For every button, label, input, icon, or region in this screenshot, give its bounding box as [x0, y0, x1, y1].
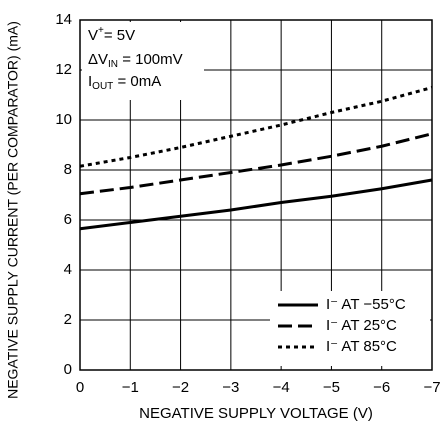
lines [79, 86, 433, 231]
y-tick-label: 10 [55, 111, 72, 128]
data-line [79, 178, 433, 231]
annotation: V+= 5V [88, 25, 135, 44]
data-line [79, 86, 433, 168]
x-axis-label: NEGATIVE SUPPLY VOLTAGE (V) [139, 405, 373, 422]
y-tick-label: 0 [64, 361, 72, 378]
x-tick-label: −3 [222, 379, 239, 396]
annotation: IOUT = 0mA [88, 73, 161, 92]
y-tick-label: 12 [55, 61, 72, 78]
x-tick-label: −5 [323, 379, 340, 396]
y-tick-label: 4 [64, 261, 72, 278]
x-tick-label: 0 [76, 379, 84, 396]
x-tick-label: −2 [172, 379, 189, 396]
annotation: ΔVIN = 100mV [88, 51, 183, 70]
legend-label: I⁻ AT 85°C [326, 338, 397, 355]
x-tick-label: −4 [273, 379, 290, 396]
legend-label: I⁻ AT 25°C [326, 317, 397, 334]
data-line [79, 132, 433, 196]
x-tick-label: −1 [122, 379, 139, 396]
plot-frame [79, 19, 433, 371]
x-tick-label: −7 [423, 379, 440, 396]
y-axis-label: NEGATIVE SUPPLY CURRENT (PER COMPARATOR)… [5, 21, 21, 399]
y-tick-label: 8 [64, 161, 72, 178]
annotation-box [82, 22, 204, 100]
y-tick-label: 14 [55, 11, 72, 28]
x-tick-label: −6 [373, 379, 390, 396]
y-tick-label: 2 [64, 311, 72, 328]
legend-label: I⁻ AT −55°C [326, 296, 406, 313]
y-tick-label: 6 [64, 211, 72, 228]
